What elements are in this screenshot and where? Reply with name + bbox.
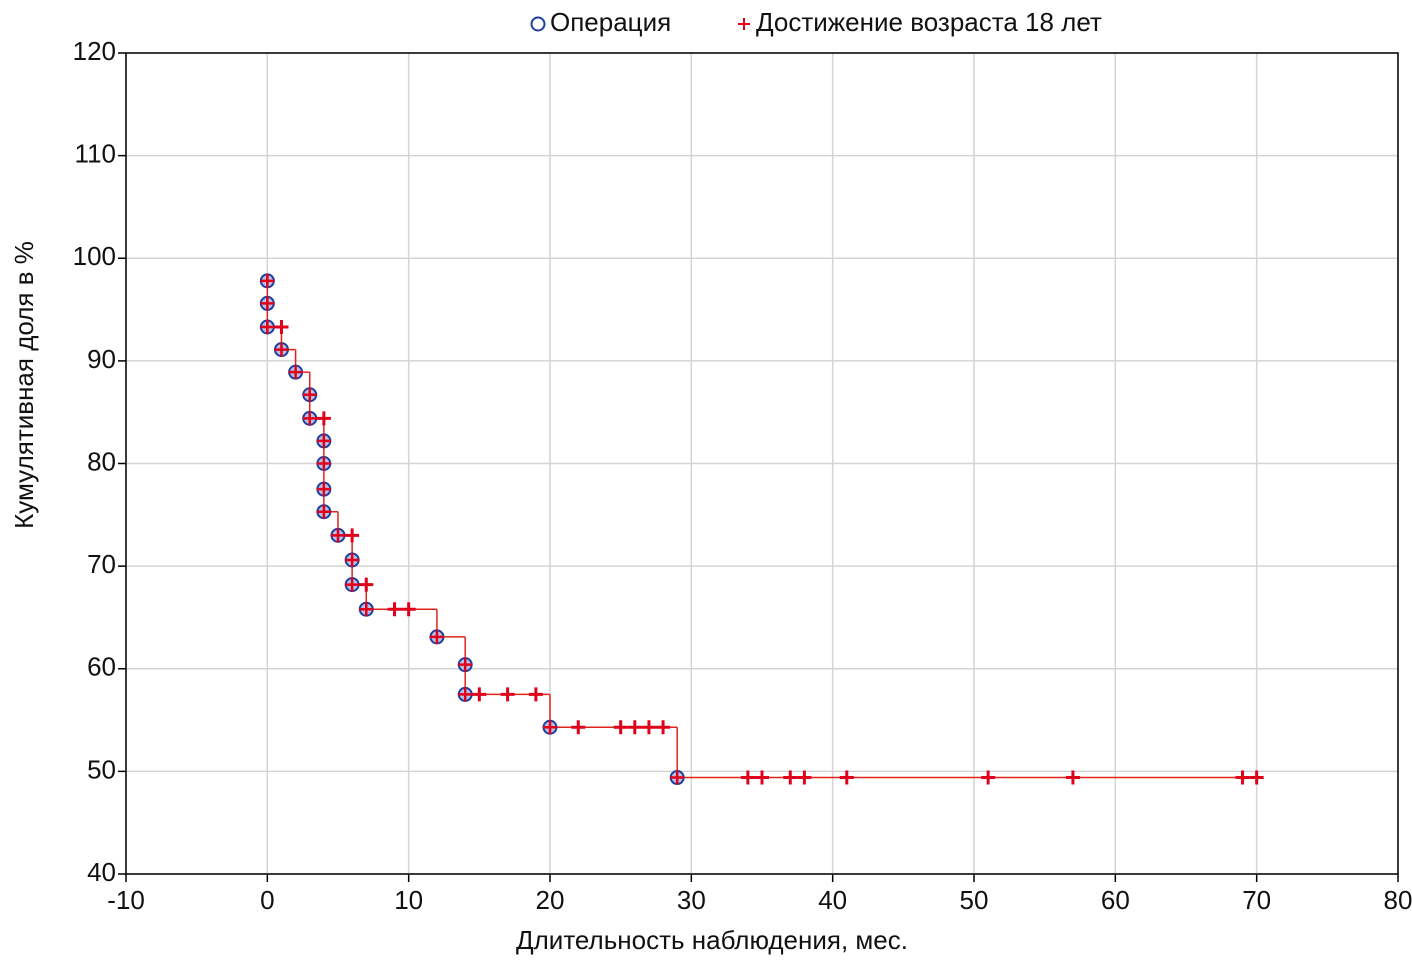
legend-label: Операция (550, 7, 671, 37)
y-tick-label: 70 (87, 549, 116, 579)
censor-marker (1065, 770, 1080, 785)
event-plus (260, 296, 275, 311)
x-tick-label: 50 (960, 885, 989, 915)
event-plus (359, 602, 374, 617)
x-tick-label: 60 (1101, 885, 1130, 915)
y-tick-label: 80 (87, 446, 116, 476)
event-plus (458, 687, 473, 702)
event-plus (316, 482, 331, 497)
x-tick-label: 70 (1242, 885, 1271, 915)
censor-marker (783, 770, 798, 785)
x-tick-label: -10 (107, 885, 145, 915)
censor-marker (1249, 770, 1264, 785)
event-marker (542, 719, 558, 735)
y-tick-label: 40 (87, 857, 116, 887)
event-plus (260, 273, 275, 288)
event-plus (302, 411, 317, 426)
event-marker (316, 433, 332, 449)
event-plus (331, 528, 345, 543)
event-plus (458, 657, 473, 672)
event-plus (274, 342, 289, 357)
event-plus (670, 770, 685, 785)
censor-marker (401, 602, 416, 617)
event-marker (669, 770, 685, 786)
y-tick-label: 50 (87, 754, 116, 784)
event-marker (316, 456, 332, 471)
censor-marker (500, 687, 515, 702)
censor-marker (274, 320, 289, 335)
censor-marker (627, 720, 642, 735)
x-tick-label: 40 (818, 885, 847, 915)
censor-marker (1235, 770, 1250, 785)
censor-marker (316, 411, 331, 426)
x-axis-label: Длительность наблюдения, мес. (516, 925, 908, 955)
event-marker (288, 364, 304, 380)
event-marker (316, 481, 332, 497)
event-marker (259, 273, 275, 289)
event-marker (273, 342, 289, 358)
censor-marker (345, 528, 360, 543)
y-tick-label: 110 (75, 139, 116, 169)
x-tick-label: 10 (394, 885, 423, 915)
legend-item: Операция (530, 7, 671, 37)
event-marker (344, 577, 360, 593)
event-plus (345, 552, 360, 567)
event-marker (302, 387, 318, 403)
event-marker (457, 686, 473, 702)
event-plus (429, 629, 444, 644)
x-tick-label: 20 (536, 885, 565, 915)
event-marker (316, 504, 332, 520)
y-tick-label: 100 (73, 241, 116, 271)
censor-marker (571, 720, 586, 735)
x-tick-label: 30 (677, 885, 706, 915)
event-plus (316, 433, 331, 448)
event-marker (330, 527, 346, 543)
legend-marker (530, 16, 546, 32)
event-plus (345, 577, 360, 592)
censor-marker (656, 720, 671, 735)
event-marker (429, 629, 445, 645)
legend-item: Достижение возраста 18 лет (738, 7, 1102, 37)
x-tick-label: 80 (1384, 885, 1412, 915)
censor-marker (839, 770, 854, 785)
y-tick-label: 90 (87, 344, 116, 374)
censor-marker (387, 602, 402, 617)
censor-marker (528, 687, 543, 702)
censor-marker (472, 687, 487, 702)
censor-marker (755, 770, 769, 785)
event-marker (344, 552, 360, 568)
event-plus (316, 504, 331, 519)
censor-marker (797, 770, 812, 785)
event-marker (302, 410, 318, 426)
event-plus (288, 365, 303, 380)
censor-marker (359, 577, 374, 592)
event-plus (316, 456, 331, 471)
y-tick-label: 60 (87, 652, 116, 682)
legend-marker (738, 18, 750, 30)
plot-frame (125, 52, 1399, 875)
event-marker (259, 319, 275, 335)
event-marker (457, 657, 473, 673)
censor-marker (641, 720, 656, 735)
event-marker (259, 295, 275, 311)
y-axis-label: Кумулятивная доля в % (9, 241, 39, 529)
censor-marker (740, 770, 755, 785)
censor-marker (981, 770, 996, 785)
event-plus (302, 387, 317, 402)
event-plus (543, 720, 557, 735)
event-marker (358, 601, 374, 617)
legend-label: Достижение возраста 18 лет (756, 7, 1102, 37)
x-tick-label: 0 (260, 885, 274, 915)
event-plus (260, 320, 275, 335)
censor-marker (613, 720, 628, 735)
y-tick-label: 120 (73, 36, 116, 66)
